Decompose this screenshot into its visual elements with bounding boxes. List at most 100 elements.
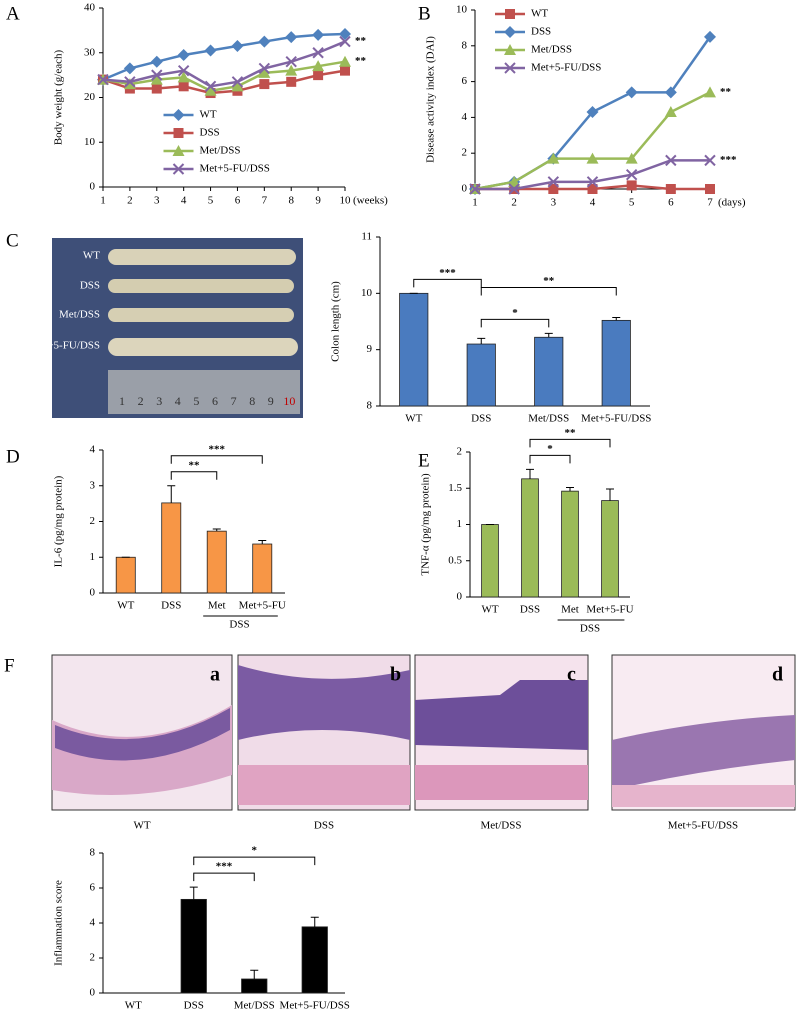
panel-label: B <box>418 3 431 24</box>
image-caption: DSS <box>314 820 334 832</box>
y-tick-label: 1 <box>457 518 463 530</box>
marker <box>258 35 271 48</box>
y-tick-label: 9 <box>367 343 373 355</box>
image-letter: a <box>210 664 220 686</box>
x-tick-label: DSS <box>161 600 181 612</box>
bar <box>534 336 564 407</box>
y-tick-label: 1 <box>90 551 96 563</box>
series-line <box>102 69 346 95</box>
y-tick-label: 11 <box>361 231 372 243</box>
marker <box>665 154 677 167</box>
bar <box>601 319 631 407</box>
significance-bracket <box>529 454 571 464</box>
legend-label: Met+5-FU/DSS <box>200 163 270 175</box>
significance-label: *** <box>439 267 456 279</box>
ruler <box>108 370 300 414</box>
marker <box>664 86 677 99</box>
tissue <box>415 765 588 800</box>
y-tick-label: 8 <box>367 400 373 412</box>
y-tick-label: 2 <box>457 446 463 458</box>
x-tick-label: 9 <box>315 195 321 207</box>
significance-bracket <box>193 856 316 866</box>
legend-label: Met/DSS <box>531 44 572 56</box>
y-axis-label: TNF-α (pg/mg protein) <box>420 473 432 576</box>
legend-label: Met/DSS <box>200 145 241 157</box>
x-tick-label: 2 <box>127 195 133 207</box>
legend-label: DSS <box>200 127 220 139</box>
marker <box>204 80 217 93</box>
marker <box>340 65 350 76</box>
error-bar <box>544 332 553 338</box>
annotation: *** <box>720 154 737 166</box>
marker <box>586 106 599 119</box>
marker <box>177 64 190 77</box>
marker <box>504 44 516 55</box>
marker <box>665 184 676 194</box>
legend-label: Met+5-FU/DSS <box>531 62 601 74</box>
y-tick-label: 6 <box>90 882 96 894</box>
image-letter: b <box>390 664 401 686</box>
x-tick-label: DSS <box>520 604 540 616</box>
significance-bracket <box>193 872 255 882</box>
significance-label: * <box>547 443 553 455</box>
x-tick-label: WT <box>481 604 498 616</box>
marker <box>339 35 351 48</box>
x-tick-label: 7 <box>262 195 268 207</box>
bar <box>301 926 328 994</box>
marker <box>151 83 162 94</box>
panel-label: F <box>4 655 15 676</box>
ruler-number: 3 <box>156 394 162 408</box>
series-line <box>102 40 346 88</box>
group-label: DSS <box>580 623 600 635</box>
marker <box>469 183 481 195</box>
significance-label: * <box>512 307 518 319</box>
x-tick-label: 1 <box>100 195 106 207</box>
x-tick-label: Met/DSS <box>528 413 569 425</box>
colon <box>108 338 298 356</box>
image-caption: Met/DSS <box>481 820 522 832</box>
marker <box>172 109 185 121</box>
marker <box>173 128 184 138</box>
marker <box>704 154 716 167</box>
marker <box>626 180 637 191</box>
tissue <box>415 680 588 750</box>
error-bar <box>212 528 221 532</box>
error-bar <box>250 969 259 979</box>
x-tick-label: Met/DSS <box>234 1000 275 1012</box>
specimen-photo: WT DSS Met/DSS Met+5-FU/DSS <box>30 238 303 418</box>
x-tick-label: 5 <box>208 195 214 207</box>
ruler-number: 1 <box>119 394 125 408</box>
error-bar <box>606 488 614 501</box>
y-tick-label: 4 <box>90 444 96 456</box>
y-tick-label: 10 <box>84 136 96 148</box>
marker <box>286 76 297 87</box>
legend-label: WT <box>531 8 548 20</box>
significance-label: *** <box>216 861 233 873</box>
marker <box>123 62 136 75</box>
marker <box>231 80 244 92</box>
y-tick-label: 20 <box>84 91 96 103</box>
marker <box>625 168 638 181</box>
panel-label: D <box>6 446 20 467</box>
x-tick-label: 6 <box>235 195 241 207</box>
bar <box>399 292 429 407</box>
bar <box>206 530 227 594</box>
panel-label: C <box>6 230 19 251</box>
y-tick-label: 0 <box>90 987 96 999</box>
photo-label: Met/DSS <box>59 309 100 321</box>
x-tick-label: Met+5-FU <box>586 604 633 616</box>
y-axis-label: Inflammation score <box>53 880 65 966</box>
ruler-number: 2 <box>138 394 144 408</box>
photo-label: Met+5-FU/DSS <box>30 340 100 352</box>
bar <box>601 500 619 598</box>
marker <box>339 55 351 67</box>
y-tick-label: 0 <box>462 183 468 195</box>
x-tick-label: Met <box>561 604 579 616</box>
marker <box>664 106 677 118</box>
marker <box>339 27 351 40</box>
legend-label: DSS <box>531 26 551 38</box>
x-tick-label: 6 <box>668 197 674 209</box>
bar <box>466 343 496 407</box>
x-tick-label: 2 <box>511 197 517 209</box>
marker <box>150 55 163 68</box>
